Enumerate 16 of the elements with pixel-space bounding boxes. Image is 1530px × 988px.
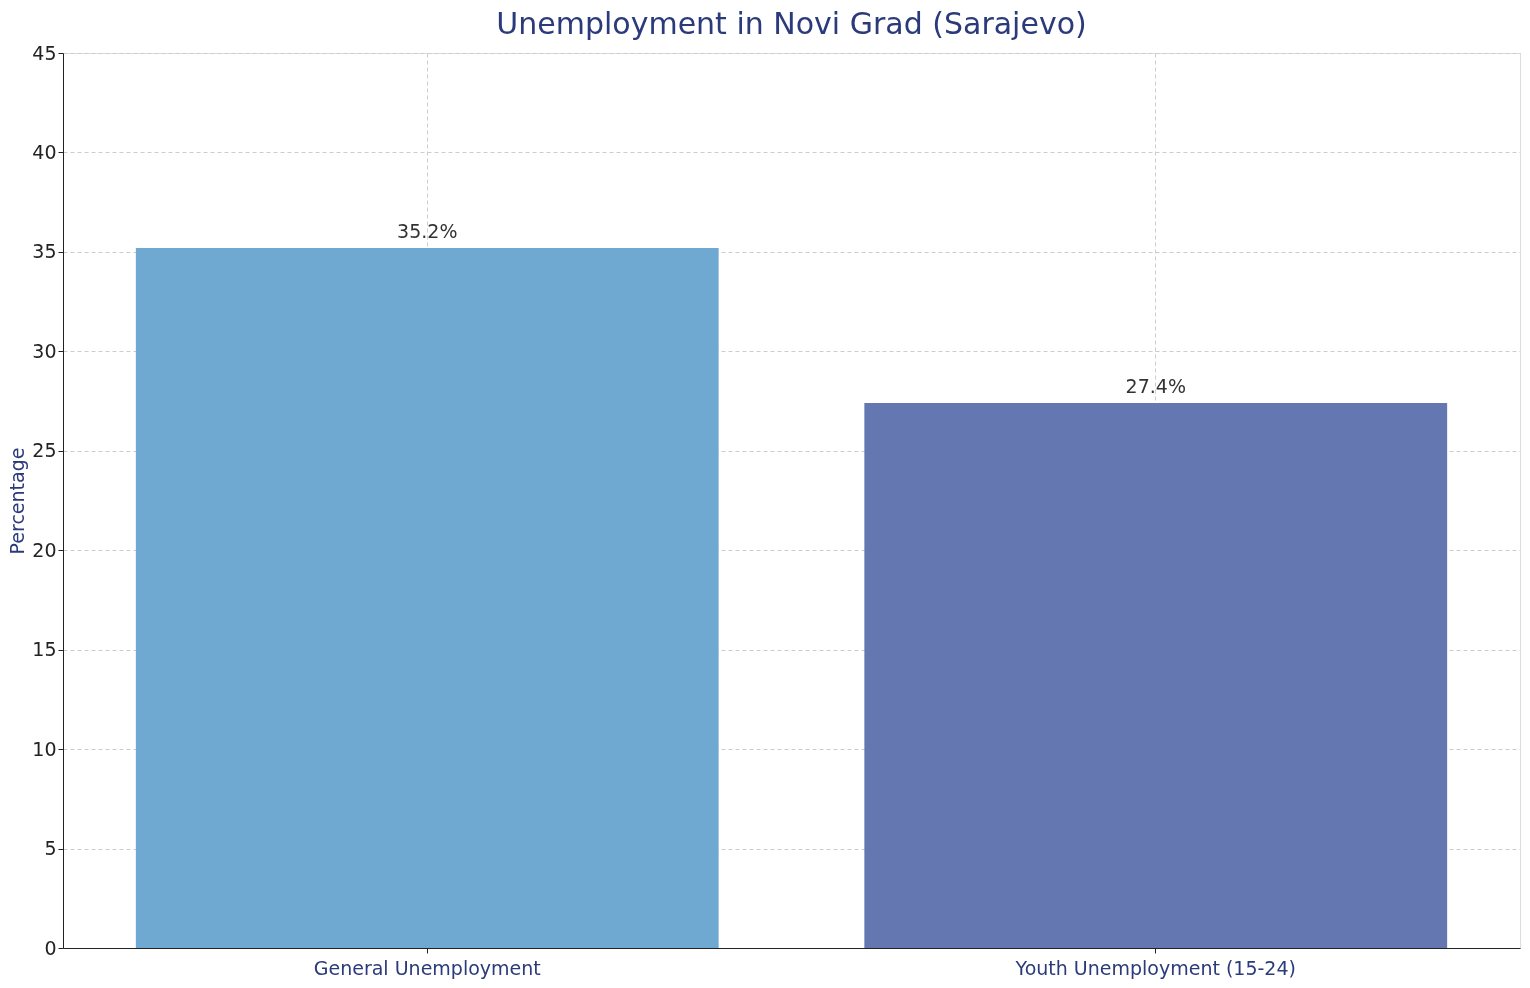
y-tick-label: 0 (44, 936, 57, 959)
chart-title: Unemployment in Novi Grad (Sarajevo) (496, 6, 1087, 41)
y-tick-label: 5 (44, 837, 57, 860)
y-tick-label: 15 (32, 638, 57, 661)
y-tick-label: 40 (32, 140, 57, 163)
data-label: 27.4% (1125, 375, 1186, 398)
y-tick-label: 45 (32, 41, 57, 64)
y-tick-label: 25 (32, 439, 57, 462)
x-tick-label: Youth Unemployment (15-24) (1014, 956, 1296, 979)
y-tick-label: 35 (32, 240, 57, 263)
y-tick-label: 30 (32, 339, 57, 362)
x-tick-label: General Unemployment (313, 956, 541, 979)
y-axis-title: Percentage (6, 447, 29, 555)
y-tick-label: 10 (32, 737, 57, 760)
y-tick-label: 20 (32, 538, 57, 561)
data-label: 35.2% (397, 219, 458, 242)
